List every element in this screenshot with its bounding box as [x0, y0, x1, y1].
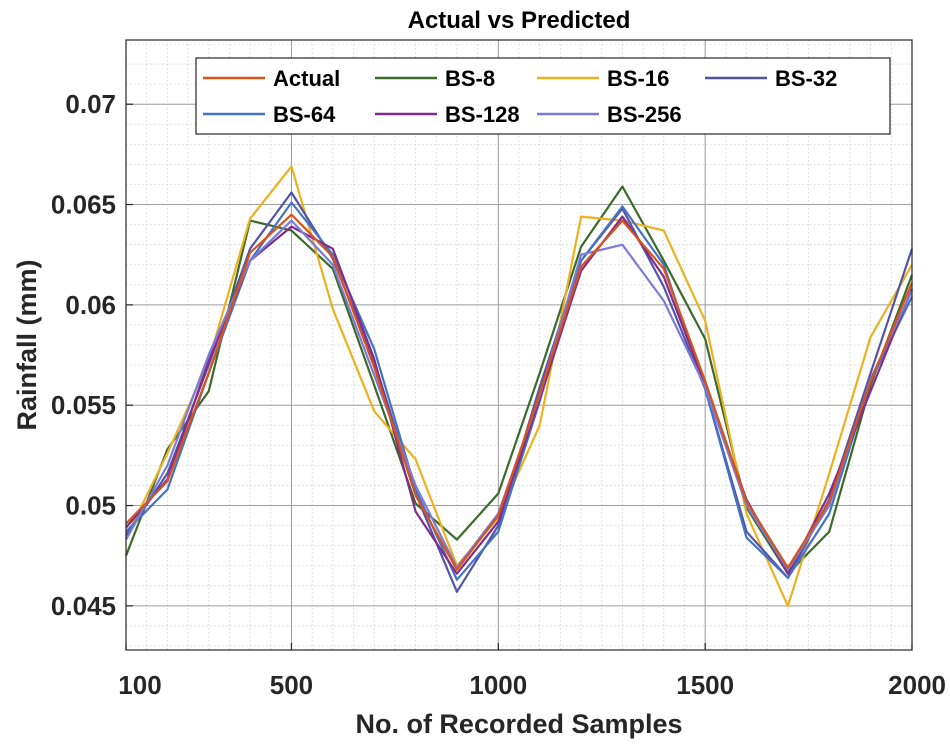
legend-label-bs-256: BS-256 — [607, 102, 682, 127]
axes-box — [125, 39, 913, 651]
y-tick-label: 0.055 — [51, 390, 116, 420]
y-tick-label: 0.045 — [51, 591, 116, 621]
series-line-actual — [125, 213, 914, 571]
y-tick-label: 0.07 — [65, 89, 116, 119]
y-tick-label: 0.05 — [65, 491, 116, 521]
legend-label-bs-64: BS-64 — [273, 102, 336, 127]
y-tick-label: 0.06 — [65, 290, 116, 320]
legend: Actual BS-8 BS-16 BS-32 BS-64 BS-128 BS-256 — [195, 57, 891, 135]
y-axis-label: Rainfall (mm) — [12, 259, 42, 430]
legend-label-bs-128: BS-128 — [445, 102, 520, 127]
y-axis-ticks: 0.045 0.05 0.055 0.06 0.065 0.07 — [51, 89, 133, 621]
y-tick-label: 0.065 — [51, 190, 116, 220]
x-tick-label: 1000 — [469, 670, 527, 700]
legend-box — [195, 57, 891, 135]
chart-title: Actual vs Predicted — [408, 7, 631, 34]
legend-label-actual: Actual — [273, 66, 340, 91]
legend-label-bs-8: BS-8 — [445, 66, 495, 91]
x-axis-label: No. of Recorded Samples — [355, 709, 682, 739]
minor-grid — [126, 40, 912, 650]
legend-items: Actual BS-8 BS-16 BS-32 BS-64 BS-128 BS-256 — [203, 66, 837, 127]
x-axis-ticks: 100 500 1000 1500 2000 — [118, 643, 946, 700]
legend-label-bs-32: BS-32 — [775, 66, 837, 91]
series-line-bs-64 — [125, 201, 913, 581]
legend-label-bs-16: BS-16 — [607, 66, 669, 91]
x-tick-label: 500 — [270, 670, 313, 700]
x-tick-label: 1500 — [676, 670, 734, 700]
series-layer — [124, 165, 914, 608]
x-tick-label: 100 — [118, 670, 161, 700]
x-tick-label: 2000 — [888, 670, 946, 700]
series-line-bs-16 — [125, 165, 913, 608]
